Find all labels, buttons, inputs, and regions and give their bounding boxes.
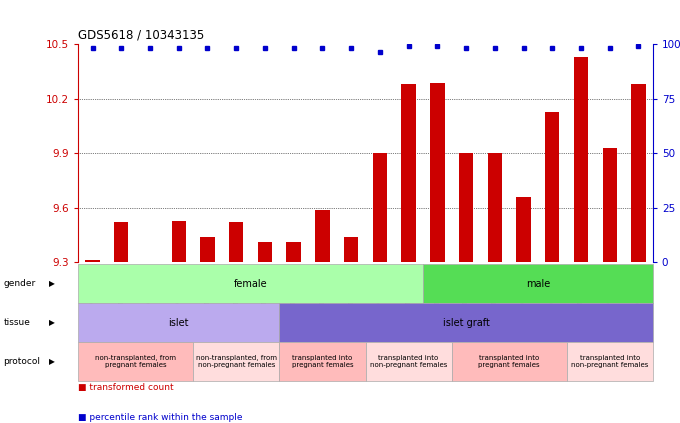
Bar [171, 220, 186, 262]
Text: GDS5618 / 10343135: GDS5618 / 10343135 [78, 29, 205, 42]
Bar [401, 84, 415, 262]
Text: protocol: protocol [3, 357, 40, 366]
Bar [545, 112, 560, 262]
Text: islet graft: islet graft [443, 318, 490, 328]
Text: islet: islet [169, 318, 189, 328]
Bar [258, 242, 272, 262]
Bar [459, 154, 473, 262]
Text: gender: gender [3, 279, 35, 288]
Text: non-transplanted, from
non-pregnant females: non-transplanted, from non-pregnant fema… [196, 355, 277, 368]
Text: transplanted into
non-pregnant females: transplanted into non-pregnant females [571, 355, 649, 368]
Text: ▶: ▶ [49, 318, 55, 327]
Bar [516, 197, 530, 262]
Bar [286, 242, 301, 262]
Text: tissue: tissue [3, 318, 31, 327]
Bar [574, 57, 588, 262]
Bar [201, 237, 215, 262]
Text: transplanted into
non-pregnant females: transplanted into non-pregnant females [370, 355, 447, 368]
Bar [229, 222, 243, 262]
Bar [344, 237, 358, 262]
Text: ■ percentile rank within the sample: ■ percentile rank within the sample [78, 413, 243, 422]
Text: ▶: ▶ [49, 357, 55, 366]
Bar [631, 84, 645, 262]
Bar [114, 222, 129, 262]
Text: non-transplanted, from
pregnant females: non-transplanted, from pregnant females [95, 355, 176, 368]
Bar [143, 262, 157, 264]
Text: female: female [234, 279, 267, 289]
Bar [373, 154, 387, 262]
Bar [430, 82, 445, 262]
Text: transplanted into
pregnant females: transplanted into pregnant females [478, 355, 540, 368]
Bar [488, 154, 502, 262]
Bar [86, 261, 100, 262]
Text: ■ transformed count: ■ transformed count [78, 383, 174, 392]
Bar [316, 210, 330, 262]
Bar [602, 148, 617, 262]
Text: male: male [526, 279, 550, 289]
Text: ▶: ▶ [49, 279, 55, 288]
Text: transplanted into
pregnant females: transplanted into pregnant females [292, 355, 353, 368]
